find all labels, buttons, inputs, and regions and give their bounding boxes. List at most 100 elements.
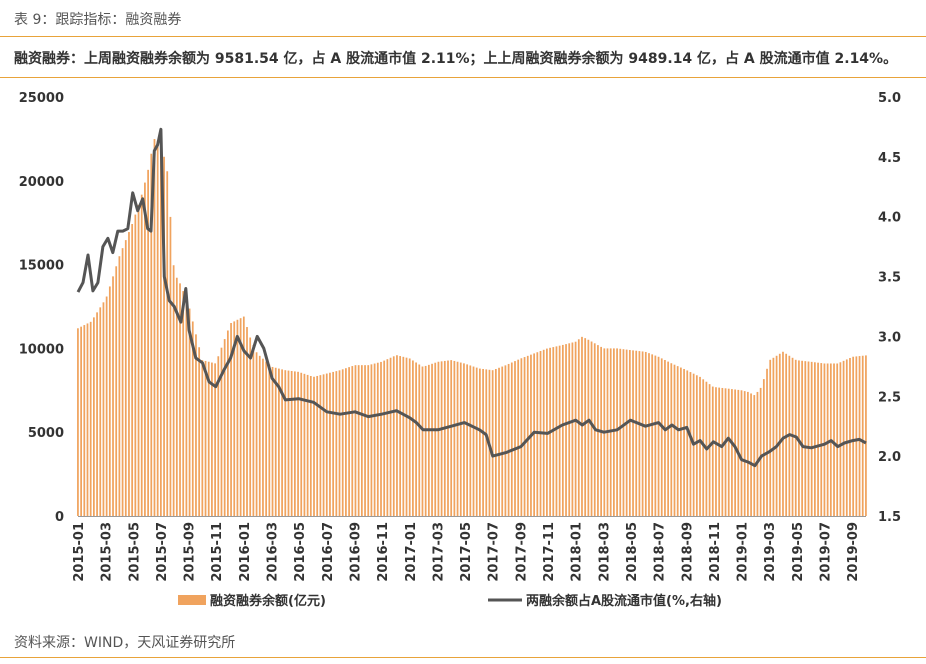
bar [80, 326, 82, 516]
bar [303, 373, 306, 516]
bar [453, 360, 456, 516]
y-left-tick-label: 20000 [19, 175, 64, 190]
bar [325, 373, 328, 516]
bar [408, 358, 411, 516]
bar [533, 353, 536, 516]
bar [102, 302, 105, 516]
bar [214, 363, 216, 516]
bar [651, 354, 654, 516]
margin-financing-chart: 0 5000 10000 15000 20000 25000 1.5 2.0 2.5 3.0 3.… [19, 91, 901, 609]
bar [364, 365, 366, 516]
legend-bar-swatch [178, 595, 206, 605]
bar [351, 366, 354, 516]
bar [370, 364, 373, 516]
bar [628, 350, 631, 516]
bar [198, 347, 201, 516]
bar [491, 370, 494, 516]
bar [753, 395, 756, 516]
bar [281, 369, 283, 516]
bar [290, 370, 293, 516]
bar [485, 369, 488, 516]
bar [523, 357, 526, 516]
bar [708, 384, 711, 516]
bar [329, 372, 331, 516]
source-note: 资料来源：WIND，天风证券研究所 [14, 635, 236, 651]
bar [482, 368, 484, 516]
x-tick-label: 2016-03 [266, 522, 281, 582]
x-tick-label: 2018-05 [625, 522, 640, 582]
bar [472, 366, 475, 516]
bar [345, 368, 347, 516]
bar [740, 390, 743, 516]
bar [849, 357, 851, 516]
bar [77, 328, 79, 516]
bar [750, 393, 752, 516]
bar [466, 364, 469, 516]
bar [172, 265, 175, 516]
bar [175, 277, 178, 516]
bar [778, 353, 781, 516]
bar [702, 379, 705, 516]
bar [619, 348, 622, 516]
x-tick-label: 2019-07 [819, 522, 834, 582]
bar [450, 360, 453, 516]
x-tick-label: 2019-03 [763, 522, 778, 582]
bar [613, 348, 615, 516]
bar [316, 375, 319, 516]
bar [262, 358, 264, 516]
x-tick-label: 2015-01 [72, 522, 87, 582]
x-tick-label: 2015-05 [127, 522, 142, 582]
bar [271, 366, 274, 516]
bar [507, 363, 510, 516]
bar [191, 321, 194, 516]
bar [517, 359, 520, 516]
x-tick-label: 2017-03 [431, 522, 446, 582]
bar [695, 375, 698, 516]
bar [96, 312, 98, 516]
bar [644, 351, 647, 516]
bar [360, 365, 363, 516]
bar [399, 356, 402, 516]
bar [230, 323, 232, 516]
bar [150, 153, 153, 516]
bar [396, 355, 398, 516]
y-right-tick-label: 4.5 [878, 151, 901, 166]
bar [565, 344, 567, 516]
bar [526, 355, 529, 516]
bar [711, 386, 714, 516]
bar [845, 359, 848, 516]
line-series [76, 127, 867, 468]
y-left-tick-label: 5000 [28, 426, 64, 441]
bar [386, 359, 389, 516]
x-tick-label: 2015-09 [183, 522, 198, 582]
x-tick-label: 2015-03 [100, 522, 115, 582]
bar [144, 182, 146, 516]
bar [820, 363, 823, 516]
bar [112, 276, 114, 516]
bottom-rule [0, 657, 926, 658]
bar [858, 356, 861, 516]
bar [274, 367, 277, 516]
bar [801, 360, 803, 516]
bar [510, 362, 513, 516]
y-right-tick-label: 5.0 [878, 91, 901, 106]
bar [415, 362, 417, 516]
bar [673, 364, 676, 516]
bar [699, 376, 701, 516]
x-tick-label: 2019-01 [736, 522, 751, 582]
bar [278, 368, 280, 516]
bar [769, 359, 772, 516]
y-right-tick-label: 3.0 [878, 330, 901, 345]
bar [561, 344, 564, 516]
bar [762, 379, 765, 516]
bar [287, 370, 290, 516]
bar [99, 307, 102, 516]
bar [306, 374, 309, 516]
bar [121, 248, 124, 516]
x-tick-label: 2016-05 [293, 522, 308, 582]
x-tick-label: 2019-09 [846, 522, 861, 582]
x-tick-label: 2017-07 [487, 522, 502, 582]
bar [817, 362, 819, 516]
bar [456, 361, 459, 516]
bar [156, 140, 159, 516]
